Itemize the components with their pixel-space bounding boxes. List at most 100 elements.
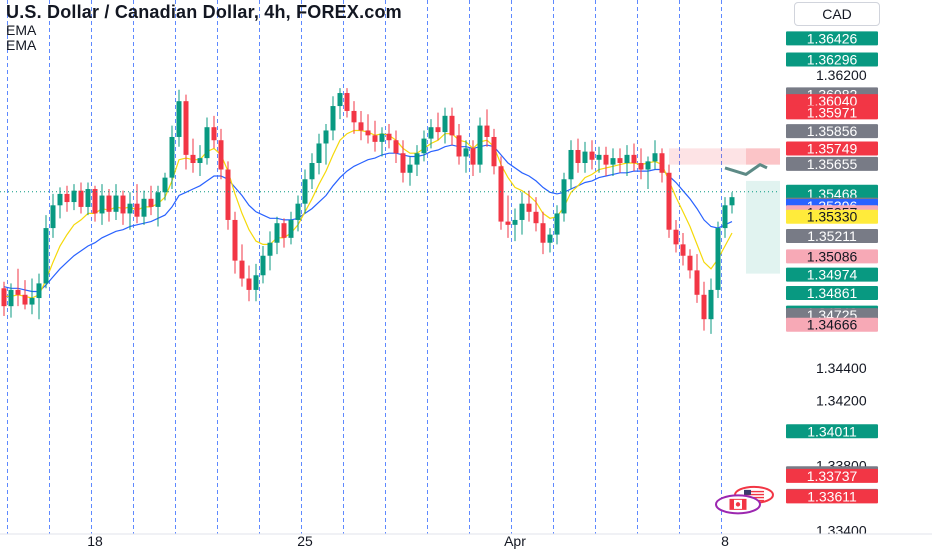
price-marker[interactable]: 1.36426 [786, 30, 878, 46]
candle-body [386, 133, 392, 141]
candle-body [372, 135, 378, 142]
time-axis[interactable]: 18 25 Apr 8 [0, 533, 932, 550]
candle-up [561, 172, 567, 222]
candle-body [659, 153, 665, 173]
price-marker[interactable]: 1.35971 [786, 104, 878, 120]
candle-up [512, 208, 518, 242]
candle-body [218, 140, 224, 170]
candle-body [15, 289, 21, 295]
price-tick-label: 1.34200 [816, 393, 867, 409]
candlesticks [1, 88, 735, 334]
price-marker[interactable]: 1.35856 [786, 123, 878, 139]
price-marker[interactable]: 1.33737 [786, 468, 878, 484]
price-marker[interactable]: 1.35211 [786, 228, 878, 244]
candle-body [36, 283, 42, 299]
chart-overlays [0, 163, 780, 193]
candle-down [491, 128, 497, 175]
candle-down [631, 143, 637, 172]
candle-body [134, 203, 140, 217]
price-marker-label: 1.35211 [807, 228, 857, 244]
candle-body [561, 179, 567, 214]
candle-down [1, 281, 7, 316]
price-marker-box [786, 468, 878, 483]
candle-up [652, 140, 658, 170]
candle-down [393, 130, 399, 164]
candle-body [127, 203, 133, 214]
price-marker[interactable]: 1.35749 [786, 141, 878, 157]
price-marker[interactable]: 1.35086 [786, 248, 878, 264]
candle-body [624, 154, 630, 164]
candle-down [218, 128, 224, 180]
price-marker[interactable]: 1.35655 [786, 156, 878, 172]
candle-up [253, 263, 259, 302]
canada-flag-icon[interactable] [715, 494, 761, 515]
price-marker-label: 1.35971 [807, 104, 858, 120]
price-marker-box [786, 229, 878, 244]
candle-down [449, 107, 455, 146]
price-marker-label: 1.33611 [807, 488, 857, 504]
candle-body [526, 203, 532, 212]
candle-down [78, 182, 84, 214]
candle-down [400, 140, 406, 183]
ema-slow-line [3, 144, 733, 293]
candle-body [8, 289, 14, 307]
session-gridlines [7, 0, 722, 534]
candle-up [274, 216, 280, 255]
candle-down [673, 219, 679, 253]
candle-down [533, 197, 539, 232]
price-marker[interactable]: 1.34011 [786, 423, 878, 439]
candle-down [239, 244, 245, 287]
candle-down [190, 138, 196, 173]
candle-down [183, 94, 189, 170]
candle-body [365, 130, 371, 136]
price-marker[interactable]: 1.33611 [786, 488, 878, 504]
candle-body [29, 298, 35, 305]
candle-body [505, 221, 511, 225]
candle-body [673, 229, 679, 245]
price-marker-box [786, 105, 878, 120]
candle-down [246, 265, 252, 302]
candle-body [491, 136, 497, 167]
flag-bar-left [730, 499, 734, 510]
candle-body [379, 133, 385, 142]
price-marker[interactable]: 1.34974 [786, 267, 878, 283]
candle-down [638, 148, 644, 180]
stop-loss-zone [669, 148, 780, 165]
candle-body [99, 195, 105, 214]
candle-up [379, 127, 385, 157]
currency-button[interactable]: CAD [794, 2, 880, 26]
candle-down [358, 110, 364, 141]
candle-body [50, 205, 56, 229]
price-marker[interactable]: 1.36296 [786, 52, 878, 68]
price-marker[interactable]: 1.35330 [786, 209, 878, 225]
price-tick-label: 1.34400 [816, 360, 867, 376]
candle-up [295, 195, 301, 232]
candle-body [120, 195, 126, 214]
candle-up [554, 205, 560, 245]
candle-body [617, 158, 623, 164]
candle-body [183, 101, 189, 155]
price-marker-label: 1.35749 [807, 141, 858, 157]
candle-down [540, 211, 546, 255]
candle-body [155, 192, 161, 207]
price-marker[interactable]: 1.36040 [786, 93, 878, 109]
price-marker-box [786, 31, 878, 46]
candle-body [197, 158, 203, 164]
candle-down [617, 148, 623, 173]
price-marker[interactable]: 1.34666 [786, 317, 878, 333]
candle-up [204, 117, 210, 165]
candle-body [253, 275, 259, 290]
price-marker-label: 1.35655 [807, 156, 858, 172]
maple-leaf [735, 502, 741, 507]
price-scale[interactable]: 1.366001.362001.344001.342001.338001.334… [715, 0, 932, 539]
price-marker-box [786, 94, 878, 109]
candle-down [526, 190, 532, 222]
price-marker-box [786, 285, 878, 300]
price-marker[interactable]: 1.34861 [786, 285, 878, 301]
candle-up [708, 278, 714, 334]
candle-down [575, 138, 581, 173]
candle-body [330, 106, 336, 131]
candle-body [533, 211, 539, 224]
flag-canton [744, 489, 751, 495]
